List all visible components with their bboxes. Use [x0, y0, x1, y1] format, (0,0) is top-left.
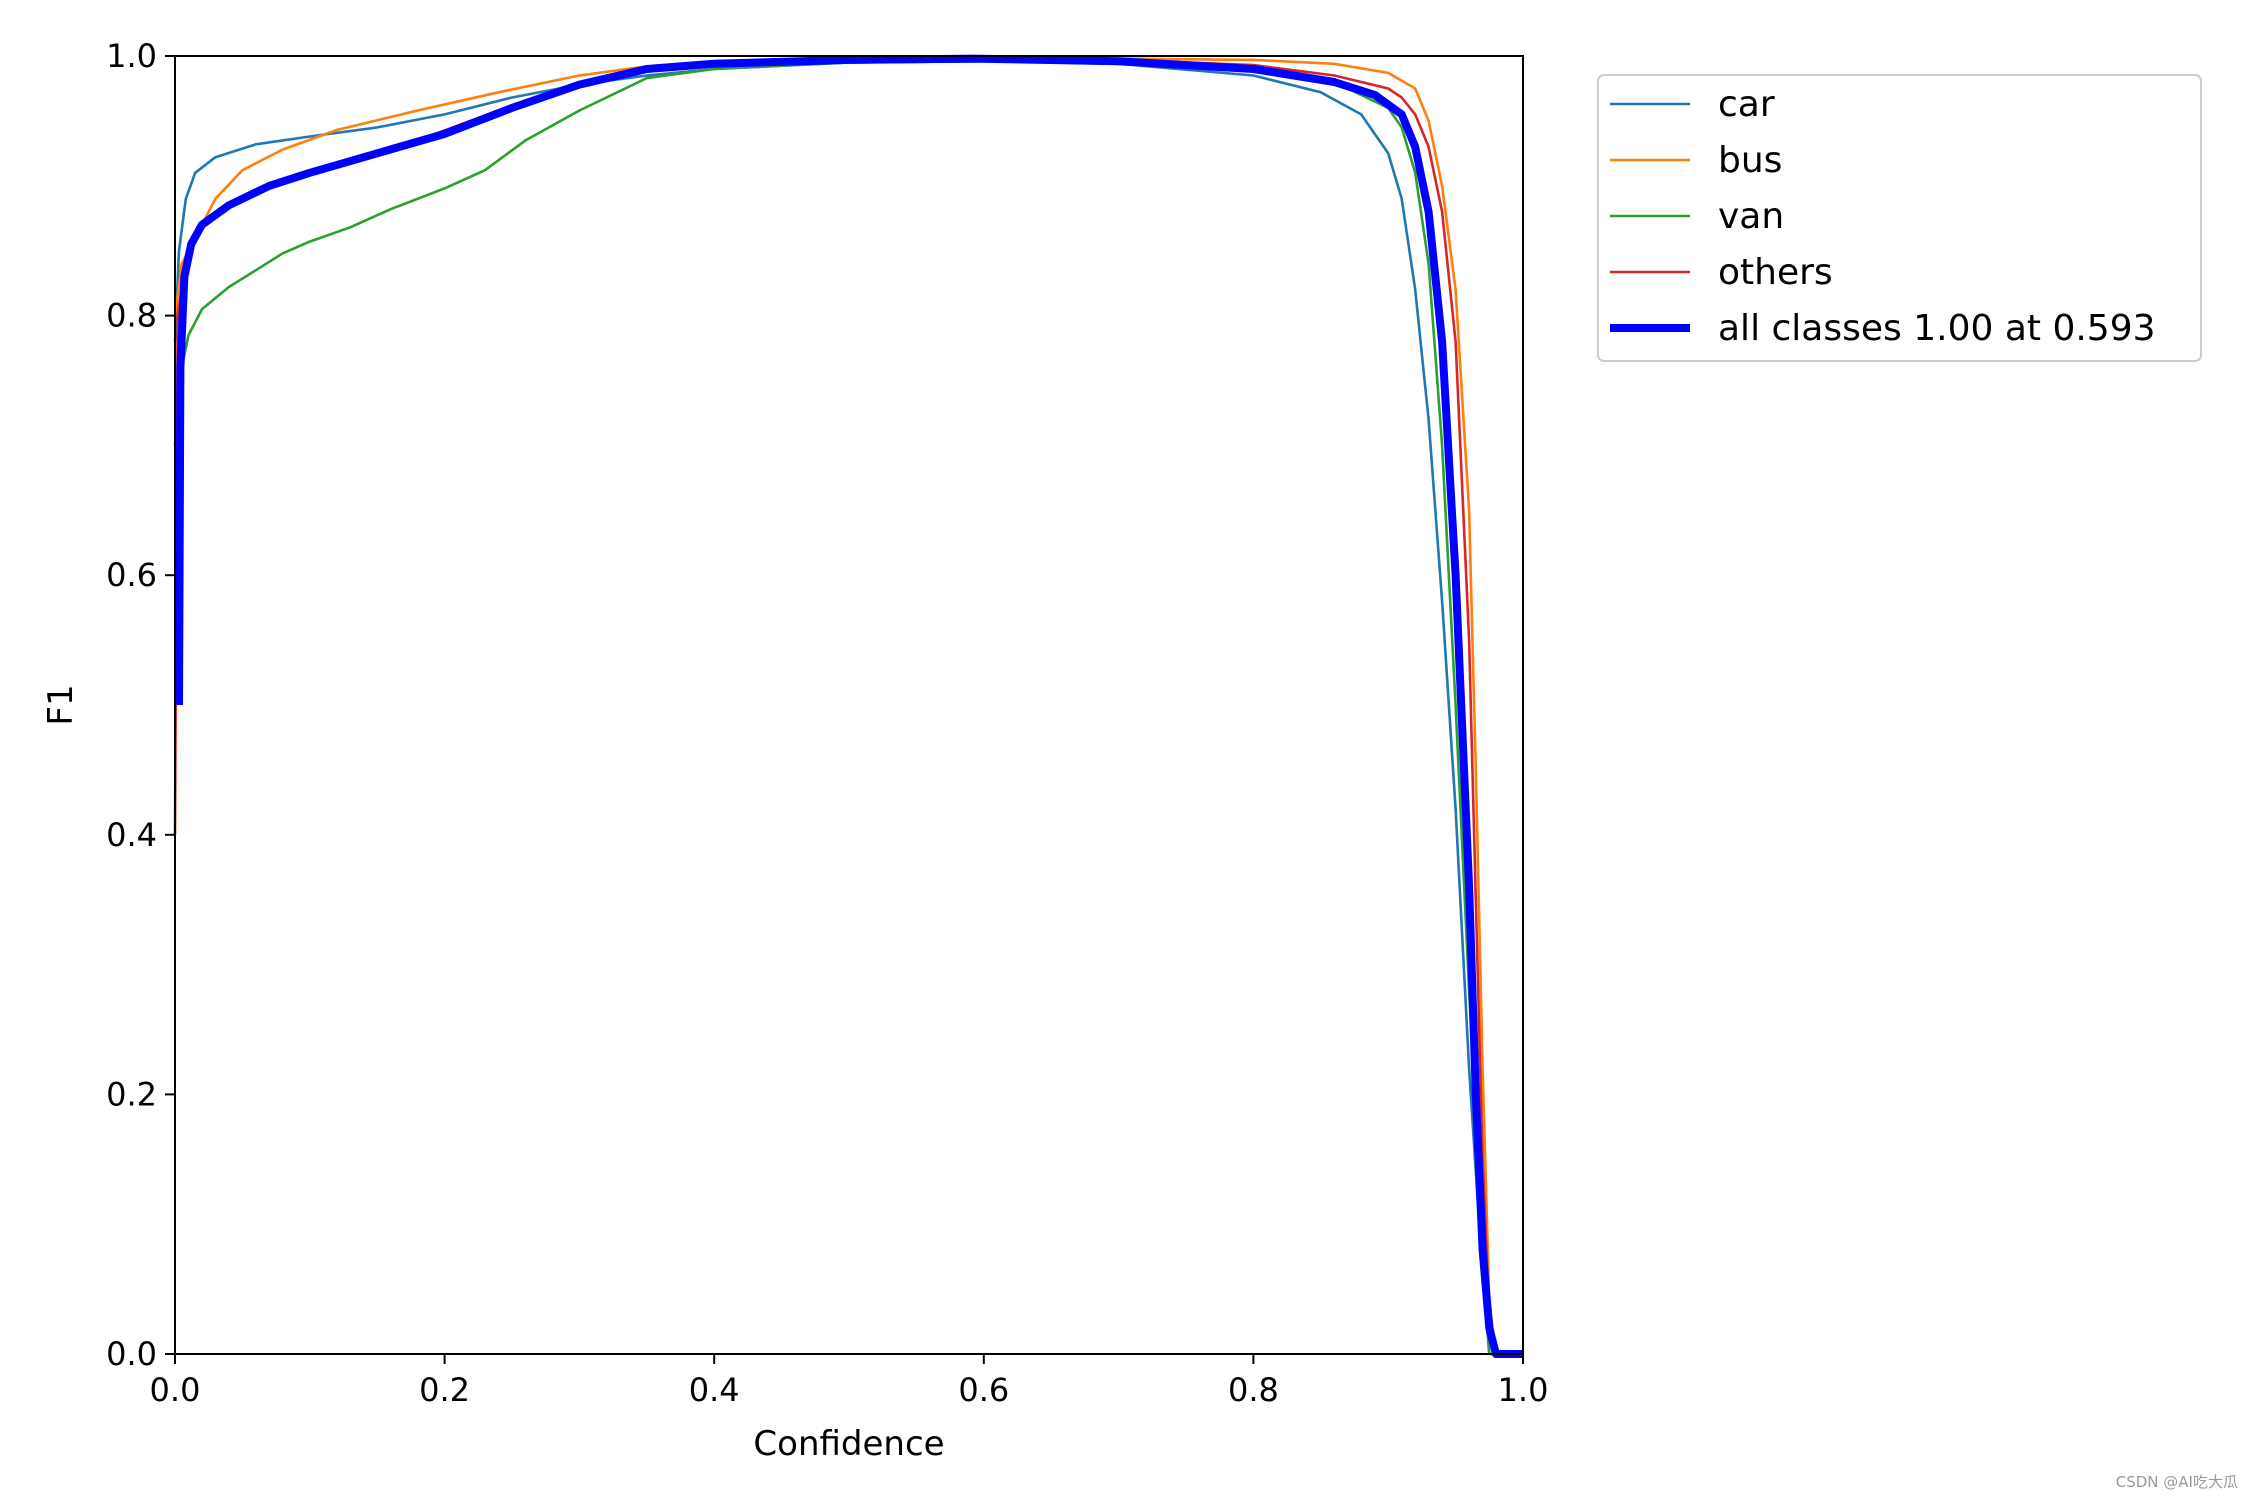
legend-label-1: bus: [1718, 140, 1782, 181]
legend-label-4: all classes 1.00 at 0.593: [1718, 308, 2156, 349]
x-axis-label: Confidence: [753, 1424, 944, 1464]
series-layer: [173, 54, 1523, 1358]
x-tick-label: 0.4: [689, 1371, 740, 1409]
x-tick-label: 1.0: [1498, 1371, 1549, 1409]
legend-entries: car bus van others all classes 1.00 at 0.593: [1610, 84, 2156, 349]
watermark: CSDN @AI吃大瓜: [2115, 1473, 2238, 1491]
legend-label-0: car: [1718, 84, 1775, 125]
x-tick-label: 0.8: [1228, 1371, 1279, 1409]
legend-label-3: others: [1718, 252, 1833, 293]
y-tick-label: 0.8: [106, 297, 157, 335]
series-line-4: [175, 54, 1523, 1358]
legend-box: [1597, 74, 2202, 362]
y-axis-ticks: 0.0 0.2 0.4 0.6 0.8 1.0: [106, 37, 175, 1373]
legend: car bus van others all classes 1.00 at 0.593: [1597, 74, 2202, 362]
axes-frame: [174, 55, 1524, 1355]
y-tick-label: 1.0: [106, 37, 157, 75]
y-tick-label: 0.6: [106, 556, 157, 594]
y-axis-label: F1: [41, 684, 81, 725]
x-tick-label: 0.2: [419, 1371, 470, 1409]
x-tick-label: 0.0: [150, 1371, 201, 1409]
series-line-2: [173, 59, 1523, 1356]
legend-label-2: van: [1718, 196, 1784, 237]
x-axis-ticks: 0.0 0.2 0.4 0.6 0.8 1.0: [150, 1354, 1549, 1409]
plot-area: [173, 54, 1524, 1358]
y-tick-label: 0.0: [106, 1335, 157, 1373]
x-tick-label: 0.6: [958, 1371, 1009, 1409]
y-tick-label: 0.4: [106, 816, 157, 854]
y-tick-label: 0.2: [106, 1075, 157, 1113]
